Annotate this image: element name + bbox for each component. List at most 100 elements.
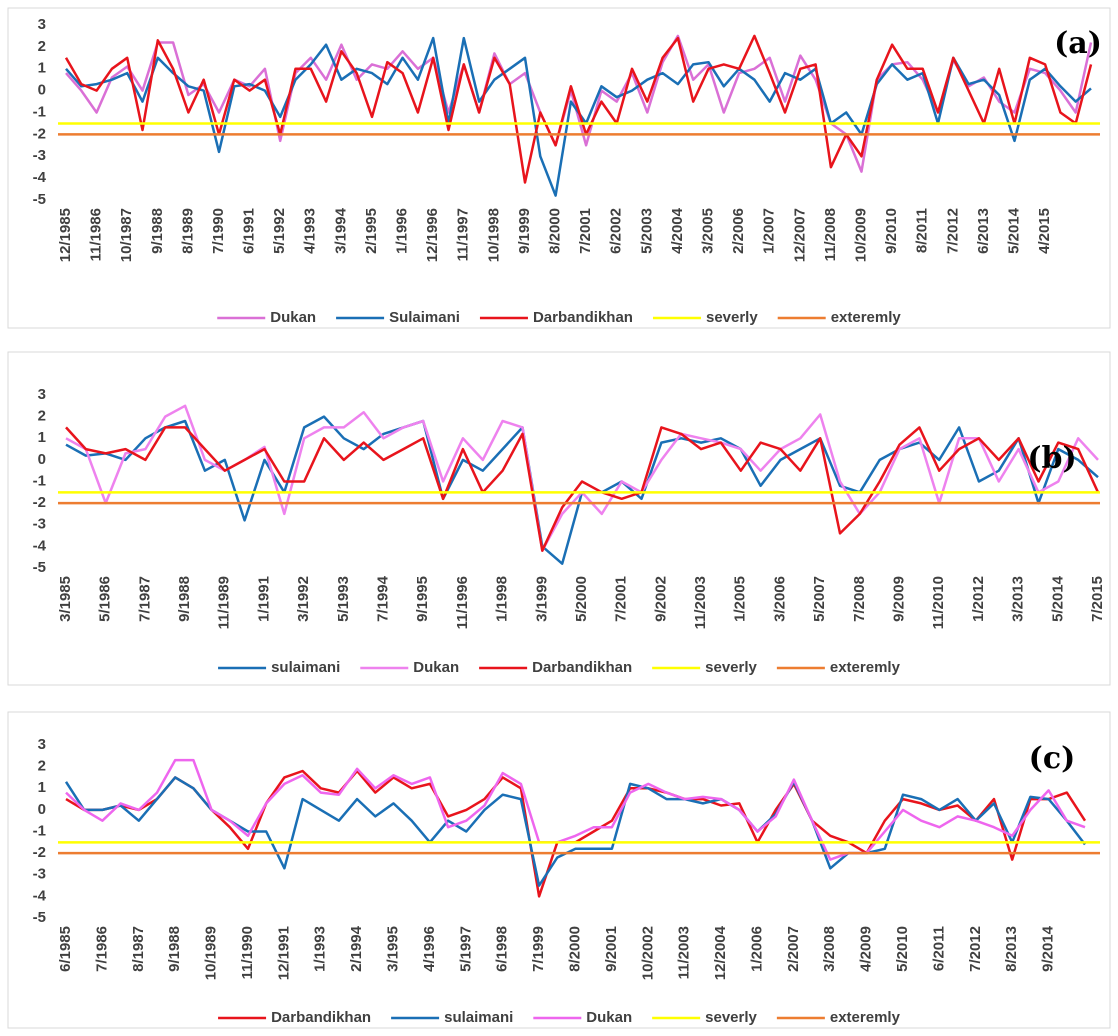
- x-tick-label: 9/2002: [652, 576, 669, 622]
- x-tick-label: 11/2008: [822, 208, 839, 261]
- x-tick-label: 10/1989: [203, 926, 220, 980]
- x-tick-label: 3/2008: [821, 926, 838, 972]
- x-tick-label: 5/2014: [1049, 575, 1066, 622]
- x-tick-label: 6/2011: [930, 926, 947, 971]
- legend-label: sulaimani: [444, 1009, 513, 1026]
- y-tick-label: -5: [33, 909, 46, 926]
- x-tick-label: 4/2009: [858, 926, 875, 972]
- x-tick-label: 4/1996: [421, 926, 438, 972]
- legend-label: exteremly: [831, 309, 902, 326]
- x-tick-label: 7/2001: [613, 576, 630, 622]
- x-tick-label: 7/2012: [944, 208, 961, 254]
- x-tick-label: 11/1996: [454, 576, 471, 629]
- x-tick-label: 7/2012: [967, 926, 984, 972]
- legend: sulaimani Dukan Darbandikhan severly exterem…: [218, 659, 901, 676]
- x-tick-label: 12/2004: [712, 925, 729, 980]
- y-tick-label: -5: [33, 559, 46, 576]
- x-tick-label: 1/2012: [970, 576, 987, 622]
- y-tick-label: -4: [33, 537, 47, 554]
- x-tick-label: 11/2003: [676, 926, 693, 979]
- x-tick-label: 2/2007: [785, 926, 802, 972]
- y-tick-label: 1: [38, 429, 46, 446]
- x-tick-label: 3/1995: [385, 926, 402, 972]
- x-tick-label: 6/1985: [57, 926, 74, 972]
- panel-label: (b): [1027, 441, 1076, 476]
- y-tick-label: -4: [33, 887, 47, 904]
- panel: 3 2 1 0 -1 -2 -3 -4 -5 3/1985 5/1986 7/1987 9/1988 11…: [7, 351, 1111, 686]
- x-tick-label: 7/2001: [577, 208, 594, 254]
- x-tick-label: 1/2005: [732, 576, 749, 622]
- y-tick-label: -3: [33, 866, 46, 883]
- x-tick-label: 3/2006: [771, 576, 788, 622]
- x-tick-label: 3/1999: [533, 576, 550, 622]
- x-tick-label: 5/2000: [573, 576, 590, 622]
- x-tick-label: 8/2011: [914, 208, 931, 253]
- y-tick-label: -2: [33, 125, 46, 142]
- panel-label: (a): [1054, 26, 1102, 61]
- y-tick-label: -2: [33, 844, 46, 861]
- legend-label: Dukan: [270, 309, 316, 326]
- legend-label: Sulaimani: [389, 309, 460, 326]
- x-tick-label: 2/1995: [363, 208, 380, 254]
- x-tick-label: 12/1991: [275, 926, 292, 980]
- x-tick-label: 3/2005: [700, 208, 717, 254]
- x-tick-label: 8/2000: [566, 926, 583, 972]
- x-tick-label: 7/1994: [375, 575, 392, 622]
- panel: 3 2 1 0 -1 -2 -3 -4 -5 12/1985 11/1986 10/1987 9/198…: [7, 7, 1111, 329]
- x-tick-label: 10/2002: [639, 926, 656, 980]
- x-tick-label: 6/2002: [608, 208, 625, 254]
- panel-label: (c): [1029, 741, 1076, 776]
- x-tick-label: 1/1993: [312, 926, 329, 972]
- x-tick-label: 1/2006: [748, 926, 765, 972]
- legend-label: Darbandikhan: [532, 659, 632, 676]
- y-tick-label: 1: [38, 60, 46, 77]
- y-tick-label: 3: [38, 16, 46, 33]
- x-tick-label: 11/1997: [455, 208, 472, 261]
- y-tick-label: 3: [38, 736, 46, 753]
- x-tick-label: 11/2003: [692, 576, 709, 629]
- legend-label: severly: [706, 309, 758, 326]
- legend-label: severly: [705, 659, 757, 676]
- x-tick-label: 5/2014: [1005, 207, 1022, 254]
- x-tick-label: 9/1999: [516, 208, 533, 254]
- x-tick-label: 12/2007: [791, 208, 808, 262]
- x-tick-label: 7/1987: [136, 576, 153, 622]
- y-tick-label: 0: [38, 801, 46, 818]
- x-tick-label: 3/1985: [57, 576, 74, 622]
- series-line: [65, 426, 1100, 552]
- x-tick-label: 5/1986: [97, 576, 114, 622]
- x-tick-label: 9/1995: [414, 576, 431, 622]
- x-tick-label: 7/2008: [851, 576, 868, 622]
- x-tick-label: 9/2009: [891, 576, 908, 622]
- x-tick-label: 5/1997: [457, 926, 474, 972]
- x-tick-label: 7/1986: [93, 926, 110, 972]
- legend-label: Dukan: [586, 1009, 632, 1026]
- x-tick-label: 8/2000: [547, 208, 564, 254]
- y-tick-label: 2: [38, 38, 46, 55]
- y-tick-label: 2: [38, 758, 46, 775]
- x-tick-label: 1/1991: [255, 576, 272, 622]
- x-tick-label: 11/2010: [930, 576, 947, 629]
- x-tick-label: 9/1988: [149, 208, 166, 254]
- x-tick-label: 9/1988: [176, 576, 193, 622]
- y-tick-label: 0: [38, 451, 46, 468]
- series-line: [65, 758, 1086, 861]
- y-tick-label: -1: [33, 822, 46, 839]
- x-tick-label: 4/1993: [302, 208, 319, 254]
- x-tick-label: 8/2013: [1003, 926, 1020, 972]
- x-tick-label: 4/2015: [1036, 208, 1053, 254]
- x-tick-label: 10/2009: [852, 208, 869, 262]
- legend-label: Darbandikhan: [533, 309, 633, 326]
- y-tick-label: -5: [33, 191, 46, 208]
- x-tick-label: 6/1991: [241, 208, 258, 254]
- legend: Dukan Sulaimani Darbandikhan severly exterem…: [217, 309, 901, 326]
- x-tick-label: 1/1996: [394, 208, 411, 254]
- x-tick-label: 6/2013: [975, 208, 992, 254]
- x-tick-label: 11/1990: [239, 926, 256, 979]
- y-tick-label: -3: [33, 147, 46, 164]
- panel: 3 2 1 0 -1 -2 -3 -4 -5 6/1985 7/1986 8/1987 9/1988 10…: [7, 711, 1111, 1029]
- legend-label: Darbandikhan: [271, 1009, 371, 1026]
- panel-frame: [7, 711, 1111, 1029]
